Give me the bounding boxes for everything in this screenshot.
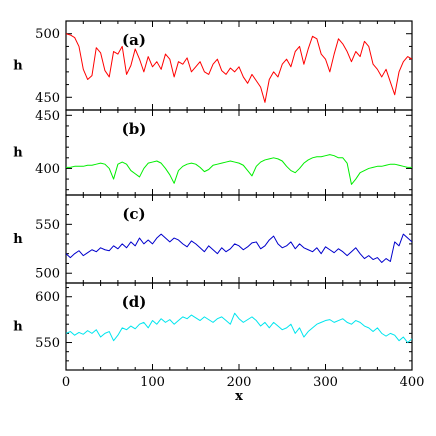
panel-1: 450 500 h (a) xyxy=(13,20,413,111)
y-tick-label: 500 xyxy=(35,27,60,42)
y-tick-label: 550 xyxy=(35,336,60,351)
y-tick-label: 550 xyxy=(35,218,60,233)
panel-3: 500 550 h (c) xyxy=(13,194,413,284)
x-tick-label: 0 xyxy=(62,375,70,390)
plot-frame xyxy=(65,109,413,196)
y-tick-label: 600 xyxy=(35,290,60,305)
y-axis-label: h xyxy=(13,320,23,335)
y-axis-label: h xyxy=(13,59,23,74)
x-tick-label: 100 xyxy=(140,375,165,390)
series-line xyxy=(66,312,412,344)
panel-label: (b) xyxy=(122,120,147,138)
series-line xyxy=(66,33,412,103)
panel-label: (c) xyxy=(122,205,145,223)
y-axis-label: h xyxy=(13,232,23,247)
y-tick-label: 500 xyxy=(35,267,60,282)
x-tick-label: 400 xyxy=(400,375,425,390)
x-tick-label: 300 xyxy=(313,375,338,390)
panel-label: (a) xyxy=(122,31,146,49)
y-tick-label: 450 xyxy=(35,91,60,106)
panel-label: (d) xyxy=(122,293,147,311)
plot-frame xyxy=(65,194,413,284)
x-tick-label: 200 xyxy=(227,375,252,390)
series-line xyxy=(66,233,412,263)
panel-2: 400 450 h (b) xyxy=(13,109,413,196)
y-tick-label: 450 xyxy=(35,109,60,124)
series-line xyxy=(66,154,412,185)
plot-frame xyxy=(65,20,413,111)
panel-4: 550 600 h (d) 0 100 200 300 400 x xyxy=(13,282,425,404)
y-tick-label: 400 xyxy=(35,162,60,177)
plot-frame xyxy=(65,282,413,371)
x-axis-label: x xyxy=(235,389,243,404)
y-axis-label: h xyxy=(13,146,23,161)
